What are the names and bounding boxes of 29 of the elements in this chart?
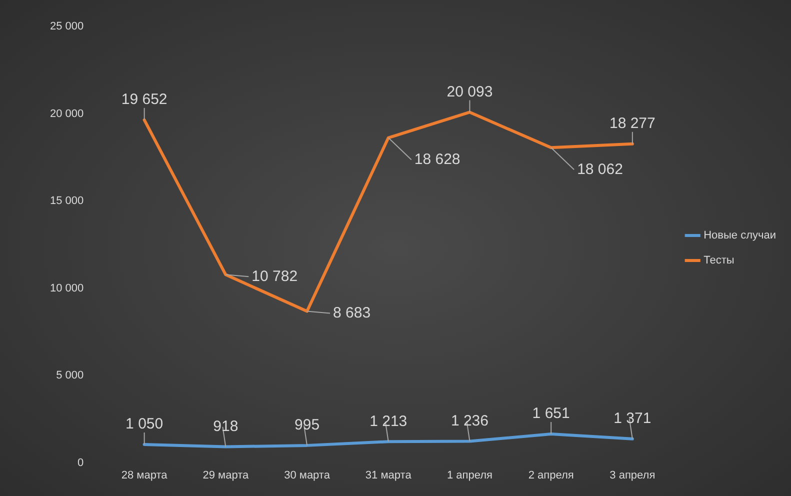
data-label: 18 062 bbox=[577, 160, 623, 178]
y-tick-label: 5 000 bbox=[56, 370, 84, 382]
data-label: 20 093 bbox=[446, 83, 493, 100]
data-label: 18 277 bbox=[609, 115, 656, 132]
y-tick-label: 10 000 bbox=[50, 282, 84, 294]
data-label: 1 651 bbox=[532, 405, 570, 422]
data-label: 19 652 bbox=[121, 91, 168, 108]
x-tick-label: 28 марта bbox=[121, 469, 168, 482]
data-label: 1 213 bbox=[370, 412, 408, 430]
x-tick-label: 3 апреля bbox=[610, 469, 656, 482]
data-label: 10 782 bbox=[252, 268, 298, 285]
data-label: 1 050 bbox=[126, 416, 164, 433]
x-tick-label: 29 марта bbox=[202, 469, 250, 482]
y-tick-label: 0 bbox=[78, 456, 84, 469]
data-label: 995 bbox=[294, 416, 320, 434]
x-tick-label: 31 марта bbox=[365, 469, 412, 482]
x-tick-label: 1 апреля bbox=[446, 469, 493, 482]
legend-label: Новые случаи bbox=[704, 230, 776, 242]
data-label: 918 bbox=[213, 418, 238, 435]
data-label: 1 236 bbox=[450, 412, 488, 430]
data-label: 1 371 bbox=[614, 410, 652, 428]
y-tick-label: 20 000 bbox=[50, 108, 84, 120]
y-tick-label: 15 000 bbox=[50, 195, 84, 208]
x-tick-label: 30 марта bbox=[284, 469, 331, 482]
data-label: 18 628 bbox=[414, 150, 460, 168]
x-tick-label: 2 апреля bbox=[528, 469, 574, 482]
y-tick-label: 25 000 bbox=[50, 20, 84, 33]
data-label: 8 683 bbox=[333, 304, 371, 322]
legend-label: Тесты bbox=[704, 254, 734, 267]
